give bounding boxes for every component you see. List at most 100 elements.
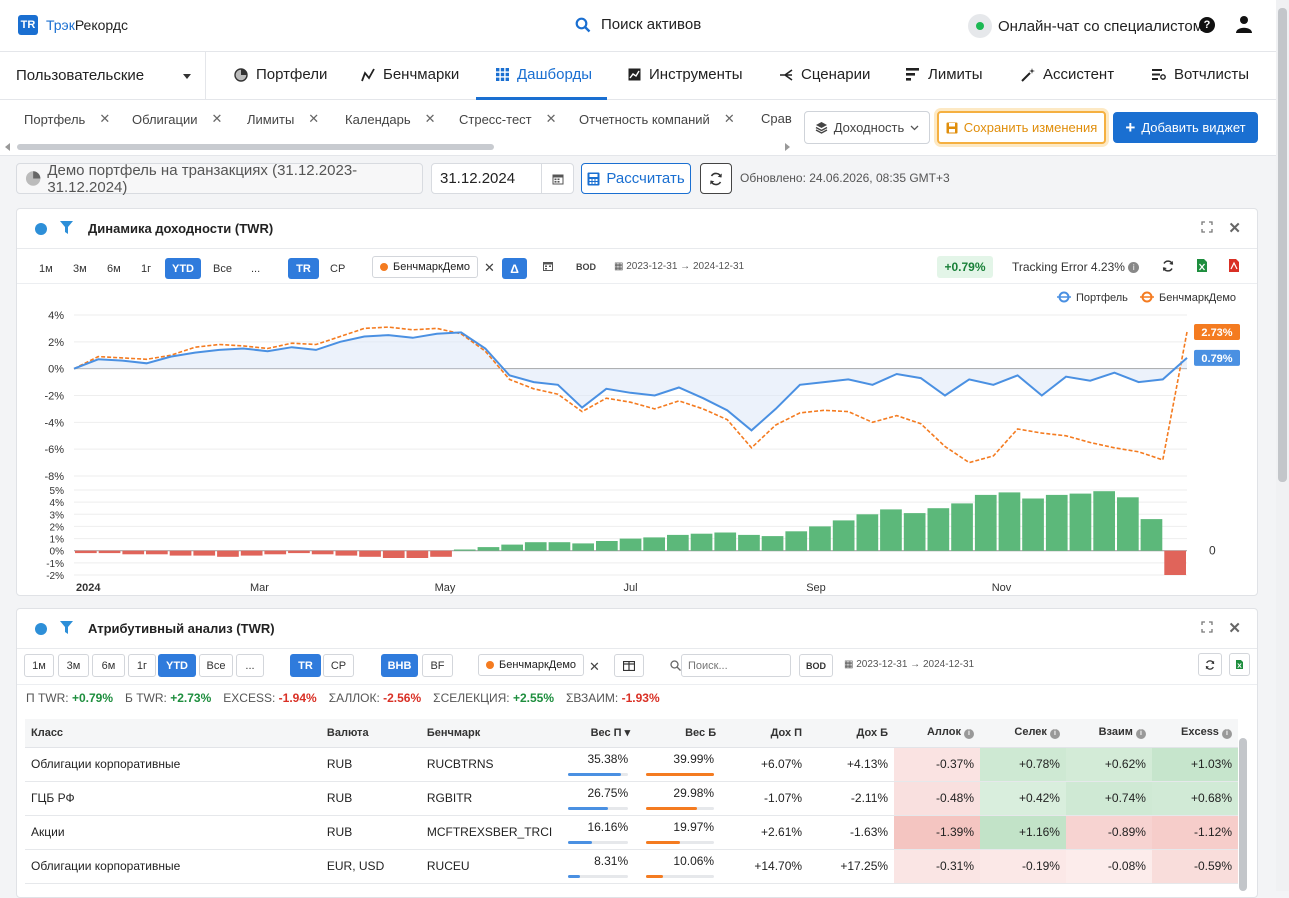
date-range[interactable]: ▦ 2023-12-31 → 2024-12-31 — [844, 659, 974, 670]
mode-tr[interactable]: TR — [288, 258, 319, 279]
col-selection[interactable]: Селек i — [980, 719, 1066, 748]
info-icon[interactable]: i — [1128, 262, 1140, 274]
date-range[interactable]: ▦ 2023-12-31 → 2024-12-31 — [614, 261, 744, 272]
period-all[interactable]: Все — [199, 654, 233, 677]
period-all[interactable]: Все — [213, 262, 232, 275]
close-icon[interactable]: ✕ — [424, 111, 436, 126]
scroll-right-icon[interactable] — [785, 143, 791, 151]
info-icon[interactable]: i — [1135, 729, 1146, 740]
dash-tab-bonds[interactable]: Облигации ✕ — [132, 111, 222, 127]
bod-toggle[interactable]: BOD — [799, 654, 833, 677]
pdf-export-icon[interactable] — [1229, 259, 1239, 272]
period-ytd[interactable]: YTD — [165, 258, 201, 279]
search-input[interactable] — [681, 654, 791, 677]
calendar-icon[interactable] — [543, 261, 553, 271]
col-return-b[interactable]: Дох Б — [808, 719, 895, 748]
table-row[interactable]: Облигации корпоративные RUB RUCBTRNS 35.38%… — [25, 747, 1238, 782]
col-allocation[interactable]: Аллок i — [894, 719, 981, 748]
app-logo[interactable]: ТрэкРекордс — [46, 17, 128, 33]
refresh-button[interactable] — [700, 163, 732, 194]
method-bhb[interactable]: BHB — [381, 654, 418, 677]
dash-tab-limits[interactable]: Лимиты ✕ — [247, 111, 319, 127]
mode-tr[interactable]: TR — [290, 654, 321, 677]
col-return-p[interactable]: Дох П — [722, 719, 809, 748]
nav-portfolios[interactable]: Портфели — [234, 66, 327, 83]
asset-search[interactable]: Поиск активов — [575, 16, 701, 33]
excel-export-button[interactable] — [1229, 653, 1250, 676]
info-icon[interactable]: i — [964, 729, 975, 740]
filter-icon[interactable] — [60, 221, 73, 234]
help-icon[interactable]: ? — [1199, 17, 1215, 33]
dash-tab-portfolio[interactable]: Портфель ✕ — [24, 111, 110, 127]
bod-toggle[interactable]: BOD — [576, 262, 596, 272]
col-weight-b[interactable]: Вес Б — [636, 719, 723, 748]
close-icon[interactable]: ✕ — [99, 111, 111, 126]
period-1y[interactable]: 1г — [128, 654, 156, 677]
date-input[interactable]: 31.12.2024 — [431, 163, 574, 194]
reload-button[interactable] — [1198, 653, 1222, 676]
dash-tab-compare[interactable]: Срав — [761, 111, 797, 126]
period-6m[interactable]: 6м — [107, 262, 121, 275]
reload-icon[interactable] — [1162, 260, 1174, 272]
returns-chart[interactable]: 4% 2% 0% -2% -4% -6% -8% Портфель БенчмаркДемо 2.… — [17, 285, 1257, 595]
metric-select[interactable]: Доходность — [804, 111, 930, 144]
nav-instruments[interactable]: Инструменты — [628, 66, 743, 83]
nav-dashboards[interactable]: Дашборды — [496, 66, 592, 83]
nav-benchmarks[interactable]: Бенчмарки — [361, 66, 459, 83]
col-benchmark[interactable]: Бенчмарк — [420, 719, 559, 748]
mode-cp[interactable]: CP — [323, 654, 354, 677]
table-row[interactable]: Облигации корпоративные EUR, USD RUCEU 8.31… — [25, 849, 1238, 884]
col-weight-p[interactable]: Вес П ▾ — [558, 719, 637, 748]
user-icon[interactable] — [1236, 15, 1252, 33]
close-icon[interactable]: ✕ — [211, 111, 223, 126]
table-row[interactable]: ГЦБ РФ RUB RGBITR 26.75% 29.98% -1.07% -2.11% -… — [25, 781, 1238, 816]
save-changes-button[interactable]: Сохранить изменения — [937, 111, 1106, 144]
filter-icon[interactable] — [60, 621, 73, 634]
period-1m[interactable]: 1м — [39, 262, 53, 275]
mode-cp[interactable]: CP — [330, 262, 346, 275]
scroll-left-icon[interactable] — [5, 143, 11, 151]
excel-export-icon[interactable] — [1197, 259, 1207, 272]
period-1y[interactable]: 1г — [141, 262, 152, 275]
period-3m[interactable]: 3м — [73, 262, 87, 275]
portfolio-select[interactable]: Демо портфель на транзакциях (31.12.2023… — [16, 162, 423, 196]
info-icon[interactable]: i — [1222, 729, 1232, 740]
period-ytd[interactable]: YTD — [158, 654, 196, 677]
delta-toggle[interactable]: Δ — [502, 258, 527, 279]
close-icon[interactable]: ✕ — [723, 111, 735, 126]
period-3m[interactable]: 3м — [58, 654, 89, 677]
close-icon[interactable]: ✕ — [1228, 220, 1241, 237]
dash-tab-calendar[interactable]: Календарь ✕ — [345, 111, 436, 127]
close-icon[interactable]: ✕ — [1228, 620, 1241, 637]
nav-watchlists[interactable]: Вотчлисты — [1152, 66, 1249, 83]
dash-tab-stress[interactable]: Стресс-тест ✕ — [459, 111, 557, 127]
col-excess[interactable]: Excess i — [1151, 719, 1238, 748]
close-icon[interactable]: ✕ — [589, 659, 600, 674]
page-scrollbar[interactable] — [1278, 8, 1287, 482]
tabs-scrollbar[interactable] — [17, 144, 494, 150]
dash-tab-reports[interactable]: Отчетность компаний ✕ — [579, 111, 735, 127]
col-currency[interactable]: Валюта — [320, 719, 421, 748]
method-bf[interactable]: BF — [422, 654, 453, 677]
info-icon[interactable]: i — [1049, 729, 1060, 740]
period-more[interactable]: ... — [236, 654, 264, 677]
benchmark-chip[interactable]: БенчмаркДемо — [478, 654, 584, 676]
table-row[interactable]: Акции RUB MCFTREXSBER_TRCI 16.16% 19.97% +2.6… — [25, 815, 1238, 850]
table-scrollbar[interactable] — [1239, 738, 1247, 891]
add-widget-button[interactable]: + Добавить виджет — [1113, 112, 1258, 143]
calendar-icon[interactable] — [541, 164, 573, 193]
period-6m[interactable]: 6м — [92, 654, 125, 677]
col-class[interactable]: Класс — [25, 719, 321, 748]
expand-icon[interactable] — [1201, 621, 1213, 633]
workspace-select[interactable]: Пользовательские — [16, 67, 192, 85]
nav-scenarios[interactable]: Сценарии — [779, 66, 870, 83]
online-chat-button[interactable]: Онлайн-чат со специалистом — [968, 14, 1203, 38]
col-interaction[interactable]: Взаим i — [1065, 719, 1152, 748]
nav-limits[interactable]: Лимиты — [906, 66, 983, 83]
calculate-button[interactable]: Рассчитать — [581, 163, 691, 194]
expand-icon[interactable] — [1201, 221, 1213, 233]
period-more[interactable]: ... — [251, 262, 261, 275]
nav-assistant[interactable]: Ассистент — [1021, 66, 1114, 83]
benchmark-chip[interactable]: БенчмаркДемо — [372, 256, 478, 278]
close-icon[interactable]: ✕ — [308, 111, 320, 126]
